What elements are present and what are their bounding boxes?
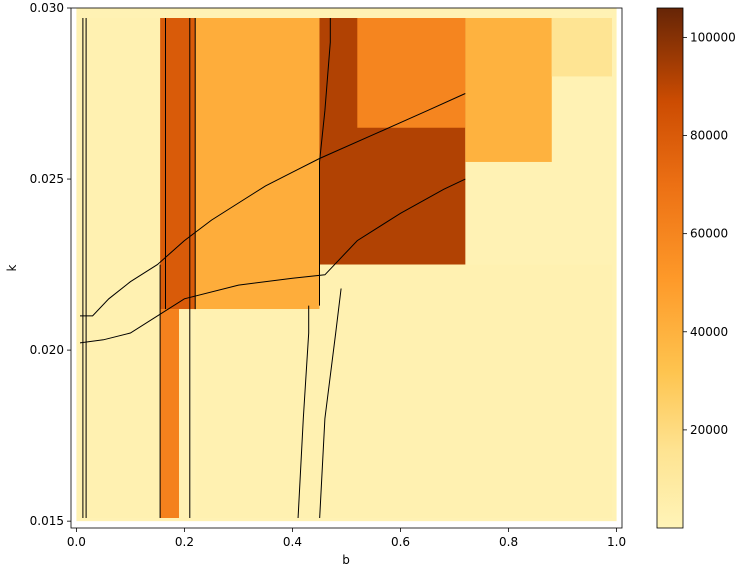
heatmap-region-0 bbox=[80, 18, 161, 518]
x-tick-label: 0.6 bbox=[391, 535, 410, 549]
x-tick-label: 1.0 bbox=[607, 535, 626, 549]
contour-line-3 bbox=[80, 93, 466, 317]
heatmap-region-7 bbox=[357, 18, 466, 128]
contour-line-4 bbox=[80, 178, 466, 344]
contour-line-11 bbox=[319, 18, 331, 306]
contour-line-9 bbox=[297, 305, 310, 518]
contour-lines bbox=[80, 18, 466, 518]
heatmap-region-8 bbox=[465, 18, 552, 162]
heatmap-cells bbox=[80, 18, 612, 518]
plot-frame bbox=[70, 7, 623, 529]
y-axis-label: k bbox=[5, 264, 19, 271]
y-axis: 0.015 0.020 0.025 0.030 bbox=[30, 1, 71, 528]
colorbar-axis: 20000 40000 60000 80000 100000 bbox=[683, 30, 736, 437]
y-tick-label: 0.015 bbox=[30, 514, 64, 528]
x-axis: 0.0 0.2 0.4 0.6 0.8 1.0 bbox=[67, 528, 626, 549]
x-axis-label: b bbox=[342, 553, 350, 567]
colorbar-tick-label: 40000 bbox=[690, 325, 728, 339]
x-tick-label: 0.2 bbox=[175, 535, 194, 549]
y-tick-label: 0.020 bbox=[30, 343, 64, 357]
colorbar-tick-label: 80000 bbox=[690, 129, 728, 143]
y-tick-label: 0.030 bbox=[30, 1, 64, 15]
heatmap-region-10 bbox=[319, 264, 612, 518]
colorbar-tick-label: 60000 bbox=[690, 227, 728, 241]
colorbar-tick-label: 20000 bbox=[690, 423, 728, 437]
x-tick-label: 0.4 bbox=[283, 535, 302, 549]
x-tick-label: 0.0 bbox=[67, 535, 86, 549]
colorbar-tick-label: 100000 bbox=[690, 30, 736, 44]
x-tick-label: 0.8 bbox=[499, 535, 518, 549]
heatmap-region-4 bbox=[195, 309, 320, 518]
heatmap-region-2 bbox=[160, 309, 180, 518]
colorbar bbox=[656, 7, 684, 529]
heatmap-region-3 bbox=[195, 18, 320, 310]
heatmap-region-9 bbox=[551, 18, 612, 77]
contour-line-10 bbox=[319, 288, 342, 518]
y-tick-label: 0.025 bbox=[30, 172, 64, 186]
